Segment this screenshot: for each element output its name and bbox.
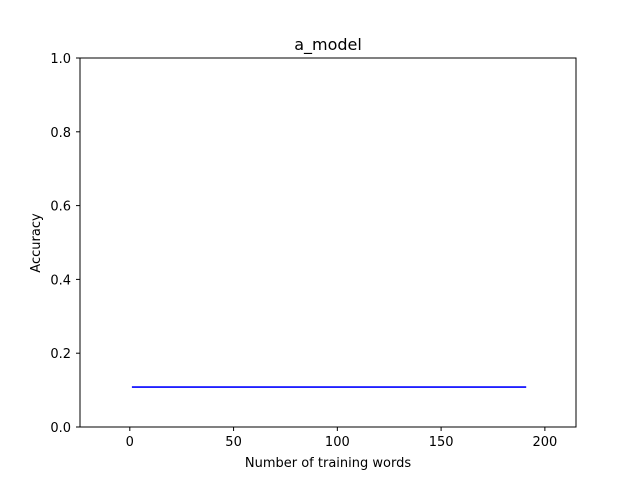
y-tick-label: 1.0 bbox=[50, 52, 71, 67]
x-tick-label: 200 bbox=[532, 435, 557, 450]
plot-frame bbox=[79, 57, 577, 428]
y-tick-label: 0.6 bbox=[50, 200, 71, 215]
x-axis-label: Number of training words bbox=[245, 456, 411, 471]
plot-marks: 0 50 100 150 200 0.0 0.2 0.4 0.6 0.8 1.0 bbox=[50, 52, 557, 450]
y-tick-label: 0.8 bbox=[50, 126, 71, 141]
y-tick-label: 0.4 bbox=[50, 273, 71, 288]
y-tick-label: 0.2 bbox=[50, 347, 71, 362]
y-tick-label: 0.0 bbox=[50, 421, 71, 436]
y-axis-label: Accuracy bbox=[29, 213, 44, 273]
x-tick-label: 100 bbox=[325, 435, 350, 450]
x-tick-label: 50 bbox=[225, 435, 242, 450]
chart-title: a_model bbox=[294, 35, 362, 55]
x-tick-label: 150 bbox=[429, 435, 454, 450]
x-tick-label: 0 bbox=[126, 435, 134, 450]
